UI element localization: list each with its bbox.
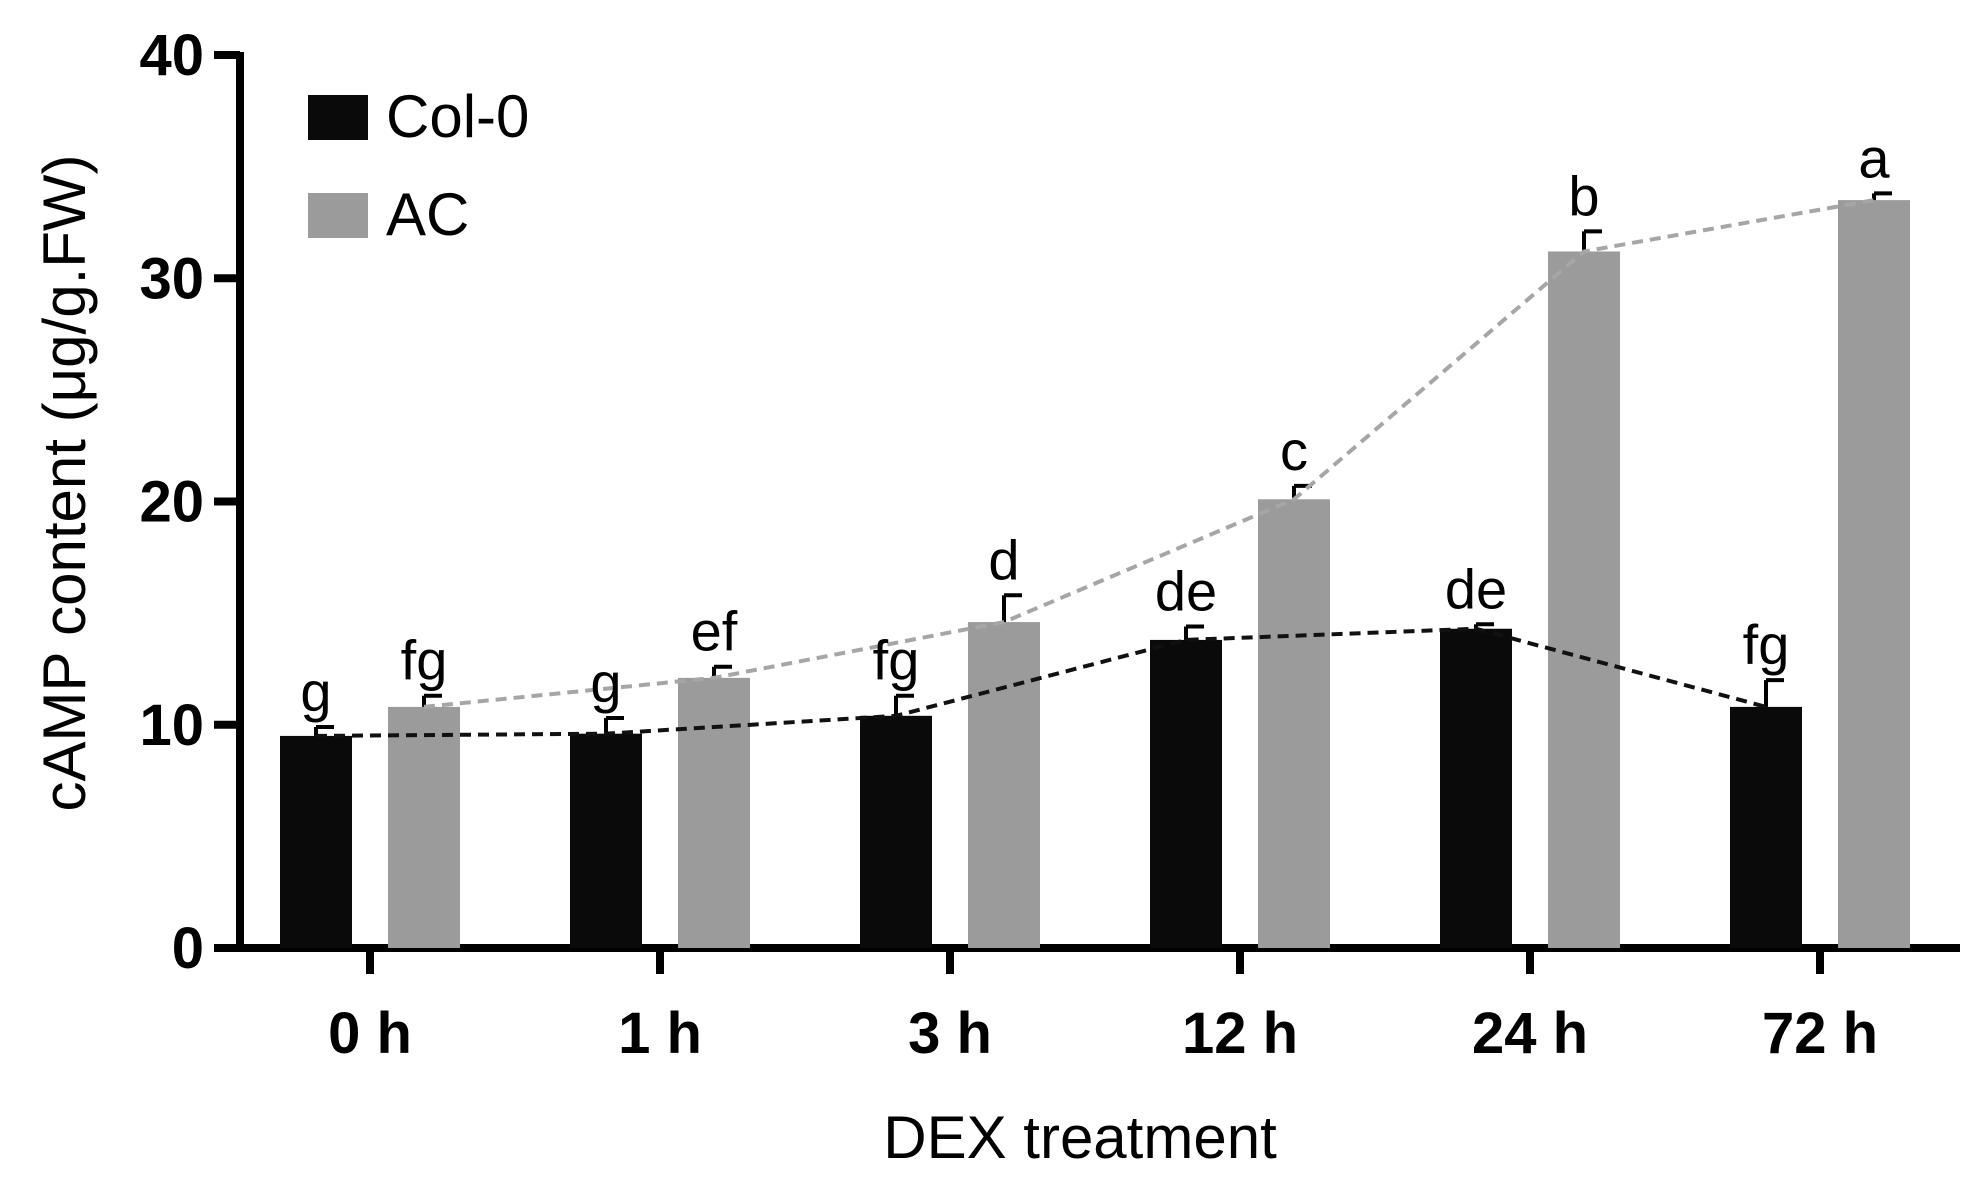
bar-col-0 bbox=[570, 733, 642, 948]
trend-line-col-0 bbox=[315, 626, 1767, 738]
significance-letter: g bbox=[590, 651, 621, 714]
x-tick-label: 72 h bbox=[1762, 1001, 1878, 1066]
significance-letter: de bbox=[1155, 560, 1217, 623]
bar-ac bbox=[678, 677, 750, 948]
bar-ac bbox=[968, 622, 1040, 948]
significance-letter: fg bbox=[1743, 613, 1790, 676]
trend-lines bbox=[315, 198, 1875, 738]
y-tick-label: 10 bbox=[139, 693, 204, 758]
significance-letter: fg bbox=[401, 629, 448, 692]
significance-letter: ef bbox=[691, 600, 738, 663]
y-tick-label: 30 bbox=[139, 246, 204, 311]
bar-col-0 bbox=[1440, 628, 1512, 948]
bar-ac bbox=[1838, 200, 1910, 949]
significance-letter: d bbox=[988, 528, 1019, 591]
significance-letter: de bbox=[1445, 557, 1507, 620]
significance-letter: fg bbox=[873, 629, 920, 692]
bar-ac bbox=[388, 706, 460, 948]
x-tick-label: 3 h bbox=[908, 1001, 992, 1066]
bar-col-0 bbox=[280, 735, 352, 948]
bar-col-0 bbox=[1730, 706, 1802, 948]
axes: 0 10 20 30 40 0 h 1 h 3 h 12 h 24 h 72 h bbox=[139, 23, 1960, 1066]
bar-ac bbox=[1548, 251, 1620, 948]
bar-ac bbox=[1258, 499, 1330, 948]
bar-col-0 bbox=[860, 715, 932, 948]
significance-letter: b bbox=[1568, 164, 1599, 227]
legend-swatch-ac bbox=[308, 193, 368, 238]
trend-line-ac bbox=[423, 198, 1875, 709]
significance-letter: g bbox=[300, 660, 331, 723]
significance-letter: c bbox=[1280, 419, 1308, 482]
y-axis-title: cAMP content (μg/g.FW) bbox=[31, 155, 98, 812]
y-tick-label: 0 bbox=[172, 916, 204, 981]
bar-col-0 bbox=[1150, 639, 1222, 948]
legend-swatch-col-0 bbox=[308, 95, 368, 140]
significance-letters: g g fg de de fg fg ef d c b a bbox=[300, 126, 1890, 723]
legend-label-ac: AC bbox=[386, 181, 469, 248]
x-tick-label: 1 h bbox=[618, 1001, 702, 1066]
x-axis-title: DEX treatment bbox=[883, 1104, 1277, 1171]
y-tick-label: 20 bbox=[139, 470, 204, 535]
bars bbox=[280, 200, 1910, 949]
legend-label-col-0: Col-0 bbox=[386, 83, 529, 150]
x-tick-label: 12 h bbox=[1182, 1001, 1298, 1066]
significance-letter: a bbox=[1858, 126, 1890, 189]
x-tick-label: 24 h bbox=[1472, 1001, 1588, 1066]
x-tick-label: 0 h bbox=[328, 1001, 412, 1066]
y-tick-label: 40 bbox=[139, 23, 204, 88]
legend: Col-0 AC bbox=[308, 83, 529, 248]
error-bars bbox=[314, 191, 1892, 736]
